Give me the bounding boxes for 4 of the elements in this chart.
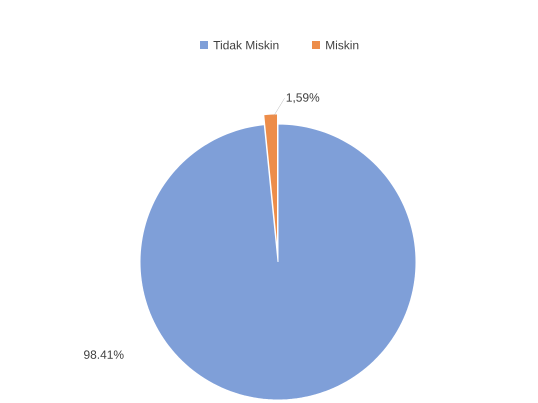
data-label: 98.41% <box>84 350 124 359</box>
data-label: 1,59% <box>286 93 320 104</box>
legend-label: Tidak Miskin <box>213 40 278 50</box>
legend-label: Miskin <box>326 40 358 50</box>
